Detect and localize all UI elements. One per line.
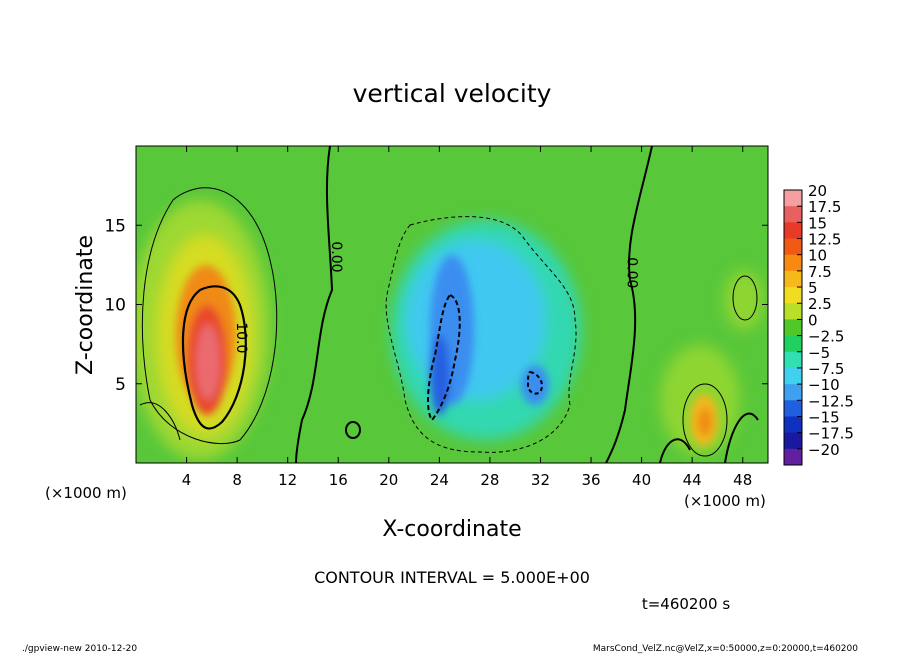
colorbar-segment: [784, 303, 802, 320]
contour-label: 0.00: [624, 257, 640, 288]
x-tick-label: 44: [683, 471, 702, 489]
colorbar-label: 20: [808, 182, 827, 200]
colorbar-label: 15: [808, 214, 827, 232]
colorbar-label: 0: [808, 311, 818, 329]
colorbar-label: 10: [808, 247, 827, 265]
colorbar-segment: [784, 448, 802, 466]
contour-interval-text: CONTOUR INTERVAL = 5.000E+00: [314, 568, 590, 587]
y-tick-label: 5: [115, 375, 126, 395]
y-tick-label: 10: [104, 296, 126, 316]
plot-area: 10.0 0.00 0.00: [136, 146, 768, 463]
x-unit-right: (×1000 m): [684, 492, 766, 510]
contour-label: 10.0: [233, 322, 249, 353]
colorbar-segment: [784, 270, 802, 288]
colorbar-label: 7.5: [808, 263, 832, 281]
colorbar: 2017.51512.5107.552.50−2.5−5−7.5−10−12.5…: [783, 182, 854, 466]
x-tick-label: 28: [480, 471, 499, 489]
colorbar-segment: [784, 238, 802, 256]
colorbar-label: −7.5: [808, 360, 844, 378]
colorbar-label: −12.5: [808, 392, 854, 410]
colorbar-label: −2.5: [808, 328, 844, 346]
y-axis: 5 10 15: [104, 216, 768, 395]
colorbar-label: −17.5: [808, 425, 854, 443]
y-tick-label: 15: [104, 216, 126, 236]
x-tick-label: 48: [733, 471, 752, 489]
x-tick-label: 24: [430, 471, 449, 489]
colorbar-frame: [783, 189, 803, 466]
colorbar-label: 2.5: [808, 295, 832, 313]
colorbar-label: 5: [808, 279, 818, 297]
chart-title: vertical velocity: [353, 79, 552, 108]
x-tick-label: 16: [329, 471, 348, 489]
x-tick-label: 32: [531, 471, 550, 489]
x-tick-label: 40: [632, 471, 651, 489]
x-tick-label: 4: [182, 471, 192, 489]
time-stamp-text: t=460200 s: [642, 595, 730, 613]
colorbar-label: −15: [808, 408, 840, 426]
colorbar-segment: [784, 254, 802, 272]
colorbar-label: −20: [808, 441, 840, 459]
x-tick-label: 8: [232, 471, 242, 489]
colorbar-segment: [784, 335, 802, 353]
x-tick-label: 20: [379, 471, 398, 489]
x-unit-left: (×1000 m): [45, 484, 127, 502]
colorbar-segment: [784, 206, 802, 223]
colorbar-segment: [784, 384, 802, 401]
colorbar-segment: [784, 367, 802, 385]
colorbar-segment: [784, 400, 802, 417]
colorbar-segment: [784, 222, 802, 240]
colorbar-label: 17.5: [808, 198, 841, 216]
colorbar-segment: [784, 319, 802, 337]
colorbar-segment: [784, 432, 802, 450]
contour-label: 0.00: [328, 241, 344, 272]
colorbar-segment: [784, 351, 802, 369]
x-axis-label: X-coordinate: [382, 517, 521, 542]
footer-left-text: ./gpview-new 2010-12-20: [22, 644, 137, 654]
footer-right-text: MarsCond_VelZ.nc@VelZ,x=0:50000,z=0:2000…: [593, 644, 858, 654]
colorbar-label: −5: [808, 344, 830, 362]
colorbar-segment: [784, 287, 802, 304]
x-tick-label: 36: [581, 471, 600, 489]
x-axis: 4 8 12 16 20 24 28 32 36 40 44 48: [182, 146, 752, 489]
y-axis-label: Z-coordinate: [73, 235, 98, 375]
colorbar-label: −10: [808, 376, 840, 394]
colorbar-segment: [784, 416, 802, 434]
colorbar-label: 12.5: [808, 231, 841, 249]
colorbar-segment: [784, 190, 802, 207]
x-tick-label: 12: [278, 471, 297, 489]
